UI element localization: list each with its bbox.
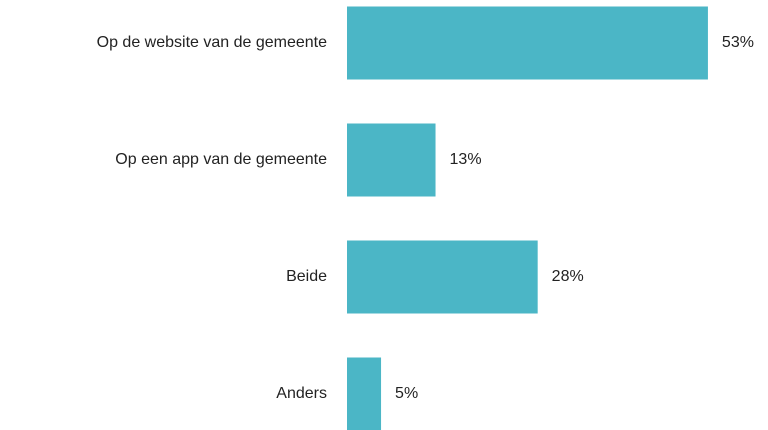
category-label: Op de website van de gemeente	[97, 34, 327, 51]
value-label: 13%	[450, 151, 482, 168]
bar	[347, 240, 538, 314]
value-label: 5%	[395, 385, 418, 402]
category-label: Anders	[276, 385, 327, 402]
value-label: 28%	[552, 268, 584, 285]
category-label: Beide	[286, 268, 327, 285]
bar	[347, 6, 708, 80]
bar	[347, 357, 382, 430]
category-label: Op een app van de gemeente	[115, 151, 327, 168]
bar	[347, 123, 436, 197]
value-label: 53%	[722, 34, 754, 51]
